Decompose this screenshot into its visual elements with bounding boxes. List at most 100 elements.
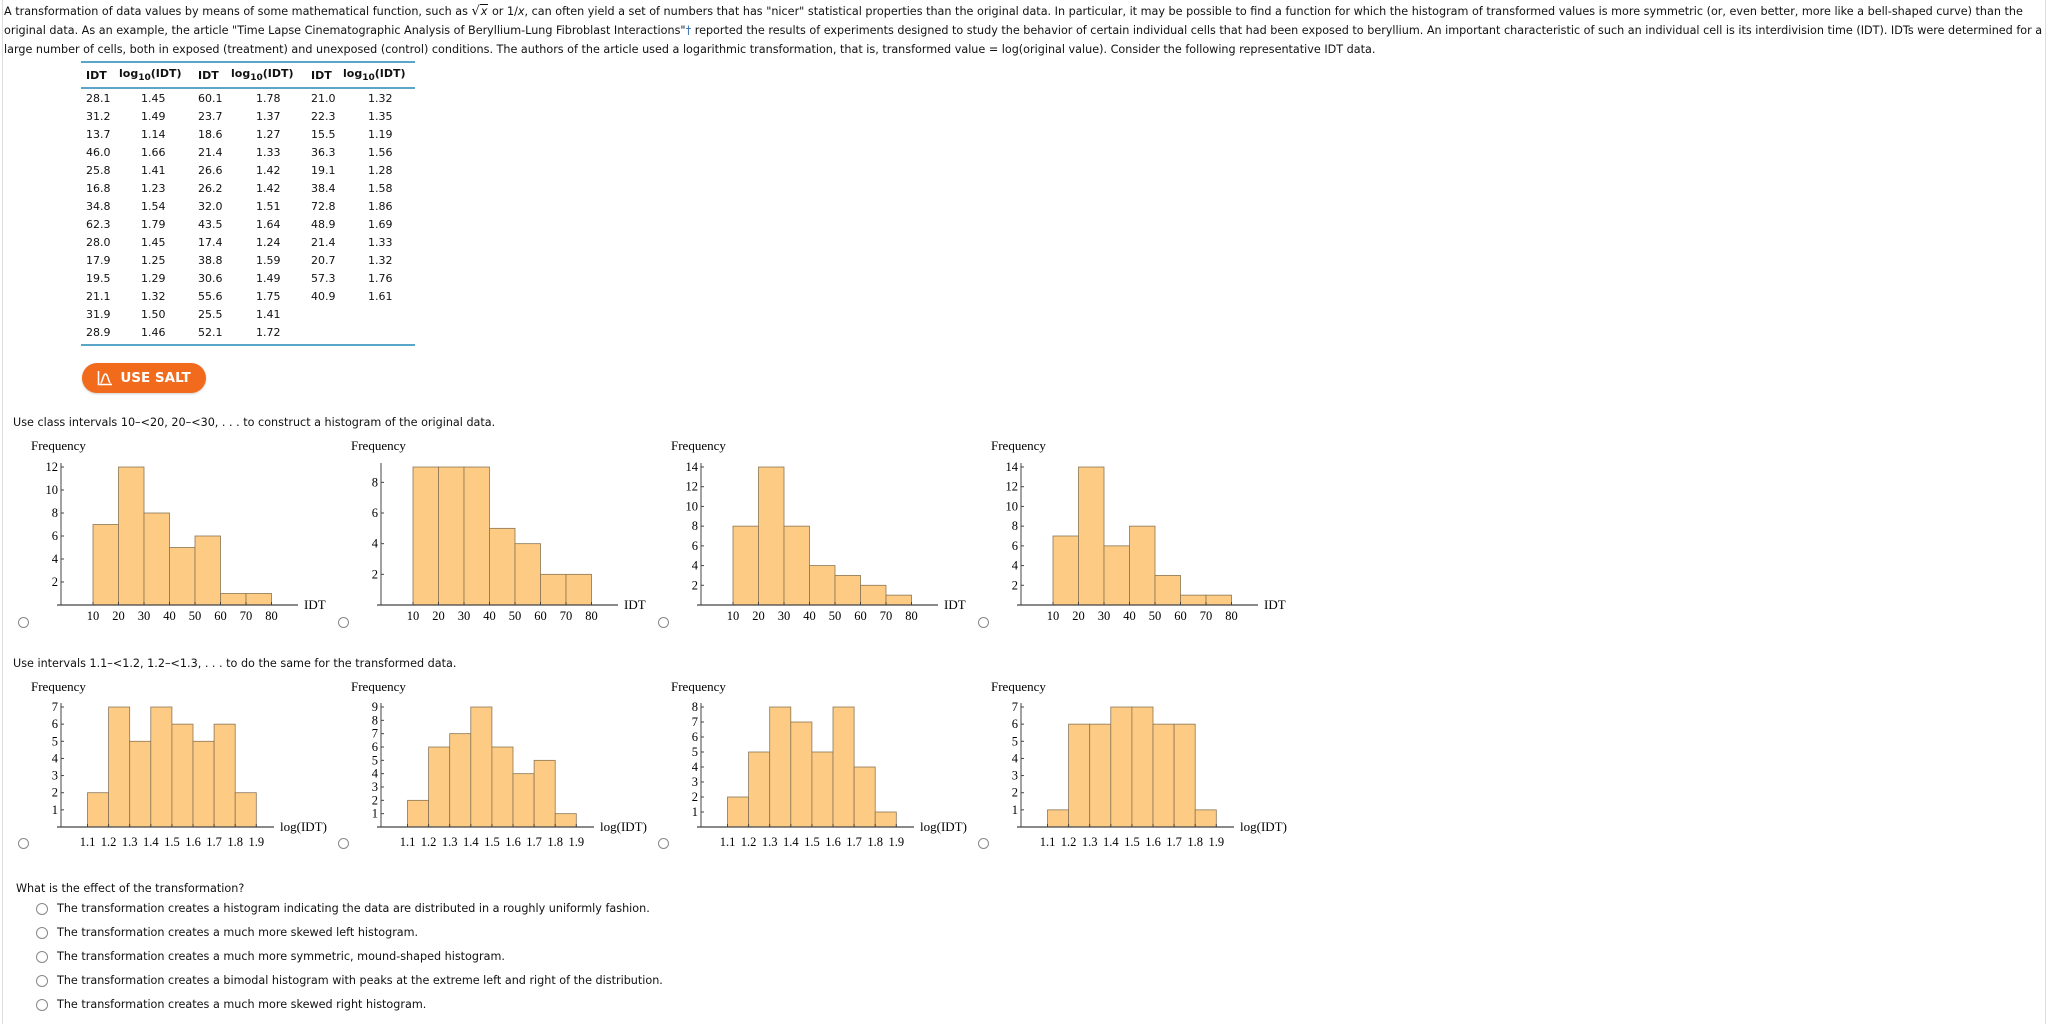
histogram-option-radio-7[interactable]: [658, 838, 669, 849]
x-tick-label: 1.9: [568, 835, 584, 849]
idt-cell: 26.2: [198, 181, 223, 195]
x-axis-label: IDT: [1264, 597, 1286, 612]
histogram-option-radio-8[interactable]: [978, 838, 989, 849]
idt-cell: 30.6: [198, 271, 223, 285]
answer-option-label: The transformation creates a histogram i…: [57, 902, 650, 915]
idt-cell: 31.9: [86, 307, 111, 321]
y-tick-label: 6: [692, 730, 698, 744]
x-tick-label: 1.6: [185, 835, 201, 849]
log-idt-cell: 1.69: [368, 217, 393, 231]
idt-cell: [306, 323, 338, 345]
histogram-bar: [533, 759, 556, 828]
histogram-bar: [874, 811, 897, 828]
log-idt-cell: 1.29: [141, 271, 166, 285]
histogram-bar: [834, 575, 861, 606]
log-idt-cell: 1.46: [141, 325, 166, 339]
y-tick-label: 14: [1006, 460, 1019, 474]
x-axis-label: log(IDT): [920, 819, 967, 834]
idt-cell: 36.3: [311, 145, 336, 159]
histogram-option-radio-4[interactable]: [978, 617, 989, 628]
use-salt-button[interactable]: USE SALT: [82, 363, 206, 393]
answer-option[interactable]: The transformation creates a histogram i…: [36, 902, 650, 915]
table-row: 28.1 1.45 60.1 1.78 21.0 1.32: [81, 88, 415, 107]
answer-option[interactable]: The transformation creates a much more s…: [36, 926, 418, 939]
log-idt-cell: 1.35: [368, 109, 393, 123]
idt-cell: 62.3: [86, 217, 111, 231]
idt-cell: 22.3: [311, 109, 336, 123]
x-tick-label: 40: [1123, 609, 1136, 623]
histogram-bar: [245, 593, 272, 606]
x-tick-label: 10: [727, 609, 740, 623]
answer-radio[interactable]: [36, 902, 48, 915]
question-text: What is the effect of the transformation…: [16, 882, 245, 895]
log-idt-cell: 1.72: [256, 325, 281, 339]
x-tick-label: 70: [1200, 609, 1213, 623]
histogram-bar: [169, 547, 196, 606]
column-header-log: log10(IDT): [338, 62, 415, 89]
idt-cell: 20.7: [311, 253, 336, 267]
x-tick-label: 10: [87, 609, 100, 623]
idt-cell: 18.6: [198, 127, 223, 141]
histogram-bar: [407, 799, 430, 828]
x-tick-label: 1.2: [101, 835, 117, 849]
y-tick-label: 6: [372, 740, 378, 754]
y-axis-label: Frequency: [671, 438, 726, 453]
x-axis-label: IDT: [944, 597, 966, 612]
histogram-bar: [554, 813, 577, 828]
histogram-bar: [150, 706, 173, 828]
answer-radio[interactable]: [36, 926, 48, 939]
y-tick-label: 6: [1012, 717, 1018, 731]
x-tick-label: 60: [1174, 609, 1187, 623]
footnote-dagger[interactable]: †: [685, 24, 692, 37]
answer-radio[interactable]: [36, 950, 48, 963]
answer-option[interactable]: The transformation creates a much more s…: [36, 998, 426, 1011]
y-axis-label: Frequency: [351, 438, 406, 453]
x-tick-label: 30: [458, 609, 471, 623]
idt-cell: 31.2: [86, 109, 111, 123]
x-tick-label: 1.5: [484, 835, 500, 849]
log-idt-cell: 1.41: [141, 163, 166, 177]
x-tick-label: 1.5: [164, 835, 180, 849]
answer-option-label: The transformation creates a much more s…: [57, 950, 505, 963]
log-idt-cell: 1.32: [368, 91, 393, 105]
y-tick-label: 1: [372, 807, 378, 821]
answer-radio[interactable]: [36, 998, 48, 1011]
histogram-option-4: Frequency 2 4 6 8 10 12 14 10 20 30 40 50 60 70 80 IDT: [960, 438, 1286, 633]
log-idt-cell: 1.37: [256, 109, 281, 123]
log-idt-cell: 1.78: [256, 91, 281, 105]
x-tick-label: 1.3: [122, 835, 138, 849]
table-row: 34.8 1.54 32.0 1.51 72.8 1.86: [81, 197, 415, 215]
x-tick-label: 1.7: [526, 835, 542, 849]
answer-option[interactable]: The transformation creates a bimodal his…: [36, 974, 663, 987]
log-idt-cell: 1.19: [368, 127, 393, 141]
y-tick-label: 8: [372, 475, 378, 489]
histogram-option-radio-6[interactable]: [338, 838, 349, 849]
x-axis-label: IDT: [304, 597, 326, 612]
y-tick-label: 8: [1012, 519, 1018, 533]
histogram-option-radio-5[interactable]: [18, 838, 29, 849]
y-tick-label: 3: [1012, 769, 1018, 783]
answer-option[interactable]: The transformation creates a much more s…: [36, 950, 505, 963]
answer-radio[interactable]: [36, 974, 48, 987]
histogram-bar: [171, 723, 194, 828]
y-tick-label: 10: [46, 483, 59, 497]
idt-cell: 21.4: [198, 145, 223, 159]
log-idt-cell: 1.49: [256, 271, 281, 285]
idt-cell: 21.4: [311, 235, 336, 249]
histogram-option-radio-3[interactable]: [658, 617, 669, 628]
answer-option-label: The transformation creates a bimodal his…: [57, 974, 663, 987]
histogram-option-radio-1[interactable]: [18, 617, 29, 628]
histogram-bar: [832, 706, 855, 828]
histogram-bar: [1152, 723, 1175, 828]
table-row: 28.9 1.46 52.1 1.72: [81, 323, 415, 345]
y-tick-label: 1: [52, 803, 58, 817]
histogram-option-radio-2[interactable]: [338, 617, 349, 628]
prompt-original: Use class intervals 10–<20, 20–<30, . . …: [13, 416, 496, 429]
y-tick-label: 8: [372, 713, 378, 727]
y-tick-label: 2: [692, 578, 698, 592]
log-idt-cell: 1.23: [141, 181, 166, 195]
idt-cell: 52.1: [198, 325, 223, 339]
table-row: 25.8 1.41 26.6 1.42 19.1 1.28: [81, 161, 415, 179]
y-tick-label: 1: [1012, 803, 1018, 817]
